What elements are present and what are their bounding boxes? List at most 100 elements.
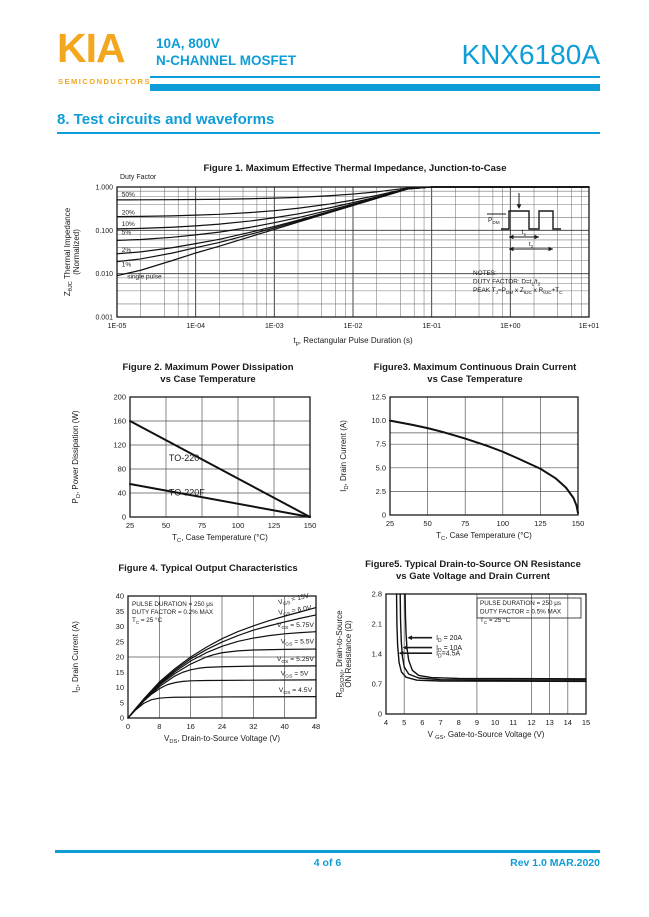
svg-text:25: 25: [386, 519, 394, 528]
svg-text:75: 75: [461, 519, 469, 528]
svg-text:20%: 20%: [122, 209, 135, 216]
svg-text:25: 25: [116, 637, 124, 646]
svg-text:35: 35: [116, 607, 124, 616]
footer-page-number: 4 of 6: [313, 857, 342, 869]
footer-revision: Rev 1.0 MAR.2020: [510, 857, 600, 869]
svg-text:160: 160: [113, 417, 126, 426]
svg-text:NOTES:: NOTES:: [473, 270, 497, 277]
figure-3: Figure3. Maximum Continuous Drain Curren…: [332, 362, 608, 542]
svg-text:200: 200: [113, 393, 126, 402]
svg-text:TC = 25 °C: TC = 25 °C: [132, 616, 163, 625]
svg-text:5%: 5%: [122, 230, 132, 237]
svg-text:15: 15: [116, 668, 124, 677]
header-rule-thick: [150, 84, 600, 91]
svg-text:7.5: 7.5: [376, 440, 386, 449]
svg-text:80: 80: [118, 465, 126, 474]
svg-text:6: 6: [420, 718, 424, 727]
svg-text:1.4: 1.4: [372, 650, 382, 659]
svg-text:t2: t2: [529, 241, 534, 249]
svg-text:ID = 20A: ID = 20A: [436, 635, 462, 644]
section-heading: 8. Test circuits and waveforms: [57, 111, 600, 134]
svg-text:1.000: 1.000: [95, 185, 113, 192]
svg-text:VGS = 15V: VGS = 15V: [278, 592, 311, 608]
figure-2-chart: 25 50 75 100 125 150 0 40 80 120 160 200 TC, Case Te…: [71, 393, 317, 544]
svg-text:16: 16: [186, 722, 194, 731]
svg-text:14: 14: [564, 718, 572, 727]
figure-1-title: Figure 1. Maximum Effective Thermal Impe…: [203, 163, 507, 174]
svg-text:1E-01: 1E-01: [422, 323, 441, 330]
svg-text:125: 125: [268, 521, 281, 530]
svg-text:8: 8: [157, 722, 161, 731]
figure-3-subtitle: vs Case Temperature: [427, 374, 523, 385]
svg-text:TO-220: TO-220: [169, 453, 199, 463]
figure-5: Figure5. Typical Drain-to-Source ON Resi…: [330, 559, 608, 741]
svg-text:30: 30: [116, 622, 124, 631]
svg-text:40: 40: [280, 722, 288, 731]
figure-2: Figure 2. Maximum Power Dissipation vs C…: [62, 362, 324, 544]
svg-text:24: 24: [218, 722, 226, 731]
svg-text:150: 150: [304, 521, 317, 530]
svg-text:13: 13: [545, 718, 553, 727]
kia-logo-subtext: SEMICONDUCTORS: [58, 77, 151, 86]
svg-text:V GS, Gate-to-Source Voltage (: V GS, Gate-to-Source Voltage (V): [428, 730, 545, 741]
svg-text:VDS, Drain-to-Source Voltage (: VDS, Drain-to-Source Voltage (V): [164, 734, 280, 745]
svg-text:VGS = 5.75V: VGS = 5.75V: [277, 622, 315, 631]
svg-text:10: 10: [116, 683, 124, 692]
svg-text:2%: 2%: [122, 247, 132, 254]
figure-4: Figure 4. Typical Output Characteristics…: [62, 563, 324, 745]
svg-text:15: 15: [582, 718, 590, 727]
svg-text:5: 5: [402, 718, 406, 727]
svg-text:50: 50: [162, 521, 170, 530]
svg-text:DUTY FACTOR: D=t1/t2: DUTY FACTOR: D=t1/t2: [473, 279, 541, 287]
svg-text:5: 5: [120, 698, 124, 707]
svg-text:100: 100: [232, 521, 245, 530]
svg-text:20: 20: [116, 653, 124, 662]
figure-3-chart: 25 50 75 100 125 150 0 2.5 5.0 7.5 10.0 12.5 TC, Cas…: [339, 393, 584, 542]
figure-3-title: Figure3. Maximum Continuous Drain Curren…: [373, 362, 577, 373]
svg-text:12: 12: [527, 718, 535, 727]
svg-text:0: 0: [382, 511, 386, 520]
svg-text:PD, Power Dissipation (W): PD, Power Dissipation (W): [71, 410, 82, 503]
figure-1-corner-label: Duty Factor: [120, 174, 157, 181]
svg-text:(Normalized): (Normalized): [72, 229, 81, 275]
svg-text:0.100: 0.100: [95, 228, 113, 235]
svg-text:1E-04: 1E-04: [186, 323, 205, 330]
svg-text:TC, Case Temperature (°C): TC, Case Temperature (°C): [436, 531, 532, 542]
figure-2-subtitle: vs Case Temperature: [160, 374, 256, 385]
svg-text:2.1: 2.1: [372, 620, 382, 629]
svg-text:ID, Drain Current (A): ID, Drain Current (A): [339, 420, 350, 492]
svg-text:120: 120: [113, 441, 126, 450]
svg-text:0.001: 0.001: [95, 315, 113, 322]
svg-text:0.010: 0.010: [95, 271, 113, 278]
svg-text:PULSE DURATION = 250 μs: PULSE DURATION = 250 μs: [480, 600, 561, 607]
svg-text:1E+01: 1E+01: [579, 323, 600, 330]
svg-text:1E+00: 1E+00: [500, 323, 521, 330]
svg-text:tp, Rectangular Pulse Duration: tp, Rectangular Pulse Duration (s): [293, 336, 413, 347]
svg-text:VGS = 5.25V: VGS = 5.25V: [277, 656, 315, 665]
svg-text:VGS = 4.5V: VGS = 4.5V: [279, 687, 313, 696]
svg-text:ID, Drain Current (A): ID, Drain Current (A): [71, 621, 82, 693]
svg-text:2.8: 2.8: [372, 590, 382, 599]
svg-text:VGS = 6.0V: VGS = 6.0V: [278, 605, 313, 619]
figure-1: Figure 1. Maximum Effective Thermal Impe…: [55, 163, 603, 347]
svg-text:single pulse: single pulse: [127, 273, 162, 280]
svg-text:11: 11: [509, 718, 517, 727]
svg-text:12.5: 12.5: [371, 393, 386, 402]
svg-text:0: 0: [126, 722, 130, 731]
svg-text:75: 75: [198, 521, 206, 530]
figure-4-title: Figure 4. Typical Output Characteristics: [118, 563, 298, 574]
figure-1-chart: 1E-05 1E-04 1E-03 1E-02 1E-01 1E+00 1E+01 1.000…: [63, 185, 600, 348]
svg-text:ID = 10A: ID = 10A: [436, 645, 462, 654]
svg-text:10: 10: [491, 718, 499, 727]
svg-text:1E-05: 1E-05: [108, 323, 127, 330]
svg-text:0: 0: [378, 710, 382, 719]
svg-text:1E-03: 1E-03: [265, 323, 284, 330]
svg-text:DUTY FACTOR = 0.5% MAX: DUTY FACTOR = 0.5% MAX: [480, 609, 562, 616]
figure-5-chart: 4 5 6 7 8 9 10 11 12 13 14 15 0 0.7 1.4 2.1 2.8 V GS, Gat…: [335, 590, 590, 741]
header-rule-thin: [150, 76, 600, 78]
svg-text:TO-220F: TO-220F: [169, 487, 205, 497]
figure-5-subtitle: vs Gate Voltage and Drain Current: [396, 571, 550, 582]
kia-logo: KIA: [57, 25, 126, 71]
